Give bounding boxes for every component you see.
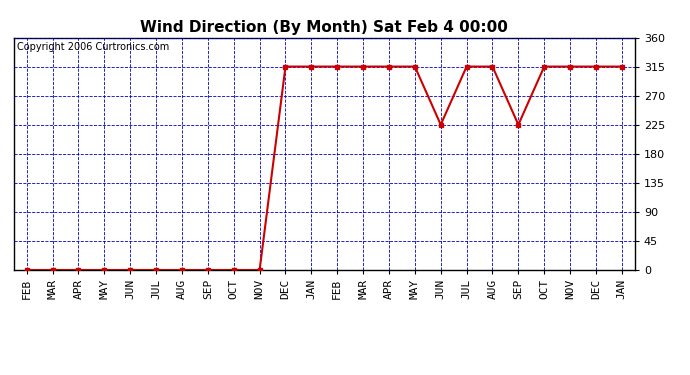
Text: Copyright 2006 Curtronics.com: Copyright 2006 Curtronics.com xyxy=(17,42,169,52)
Title: Wind Direction (By Month) Sat Feb 4 00:00: Wind Direction (By Month) Sat Feb 4 00:0… xyxy=(140,20,509,35)
